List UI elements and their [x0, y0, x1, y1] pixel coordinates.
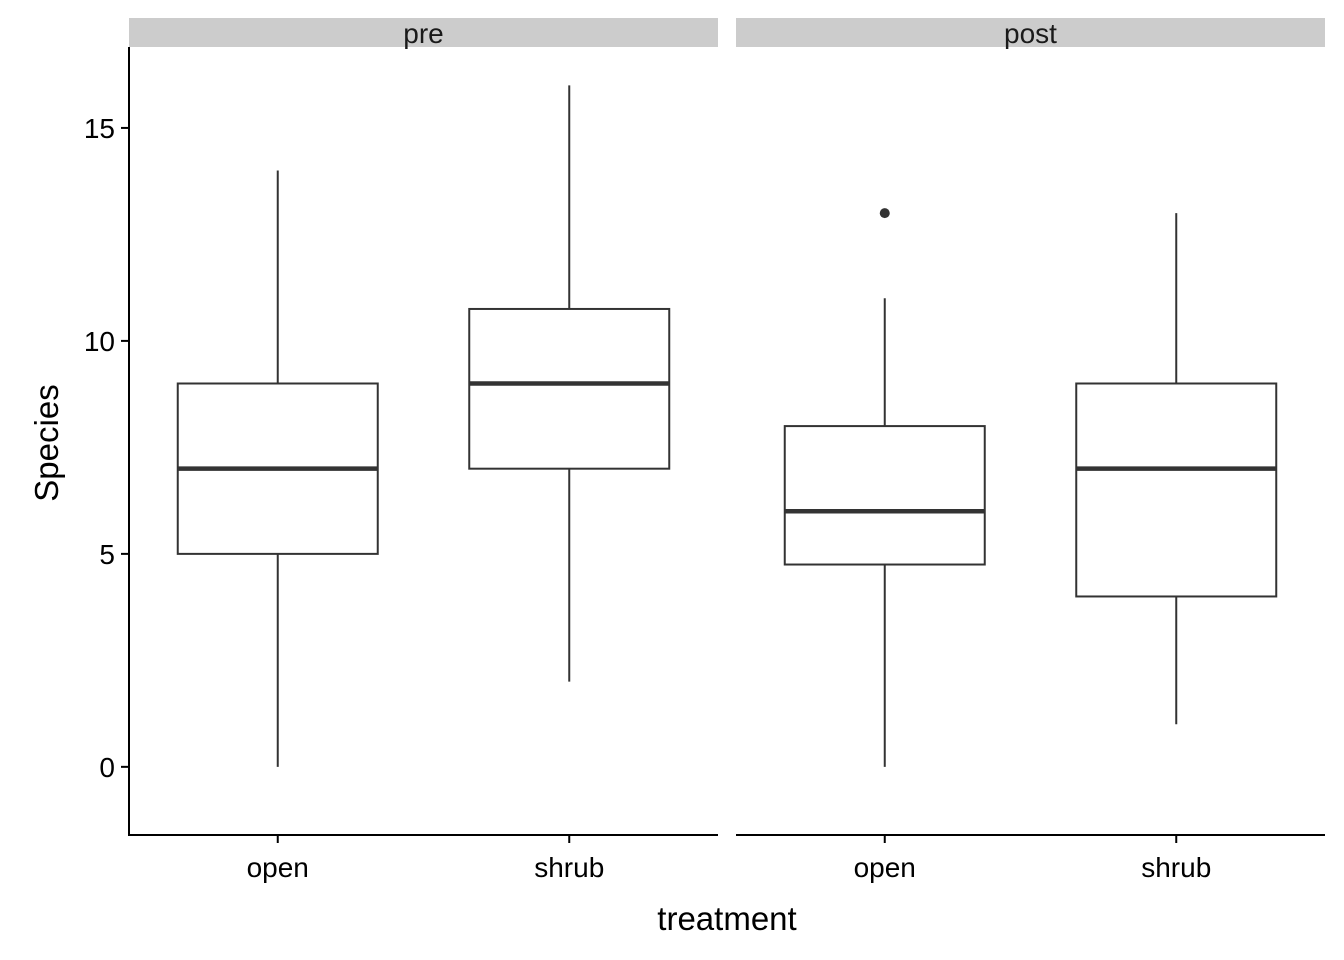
- facet-strip: [736, 18, 1325, 47]
- box-post-shrub: [1075, 213, 1278, 725]
- x-tick-label: open: [854, 852, 916, 883]
- box-pre-open: [176, 170, 379, 767]
- facet-post: post open shrub: [736, 18, 1325, 883]
- facet-panels: pre open shrub post open shrub: [128, 18, 1325, 883]
- y-axis: 0 5 10 15: [84, 113, 129, 783]
- facet-strip-label: pre: [403, 18, 443, 49]
- box-pre-shrub: [468, 85, 671, 682]
- y-axis-title: Species: [28, 384, 65, 501]
- box-iqr: [783, 425, 986, 566]
- facet-pre: pre open shrub: [128, 18, 718, 883]
- x-tick-label: open: [247, 852, 309, 883]
- y-tick-label: 5: [99, 539, 115, 570]
- x-axis-title: treatment: [657, 900, 796, 937]
- y-tick-label: 15: [84, 113, 115, 144]
- outlier-point: [879, 208, 890, 219]
- y-tick-label: 10: [84, 326, 115, 357]
- box-iqr: [468, 307, 671, 470]
- box-post-open: [783, 208, 986, 767]
- y-tick-label: 0: [99, 752, 115, 783]
- facet-strip: [129, 18, 718, 47]
- facet-strip-label: post: [1004, 18, 1057, 49]
- x-tick-label: shrub: [1141, 852, 1211, 883]
- x-tick-label: shrub: [534, 852, 604, 883]
- box-iqr: [1075, 382, 1278, 598]
